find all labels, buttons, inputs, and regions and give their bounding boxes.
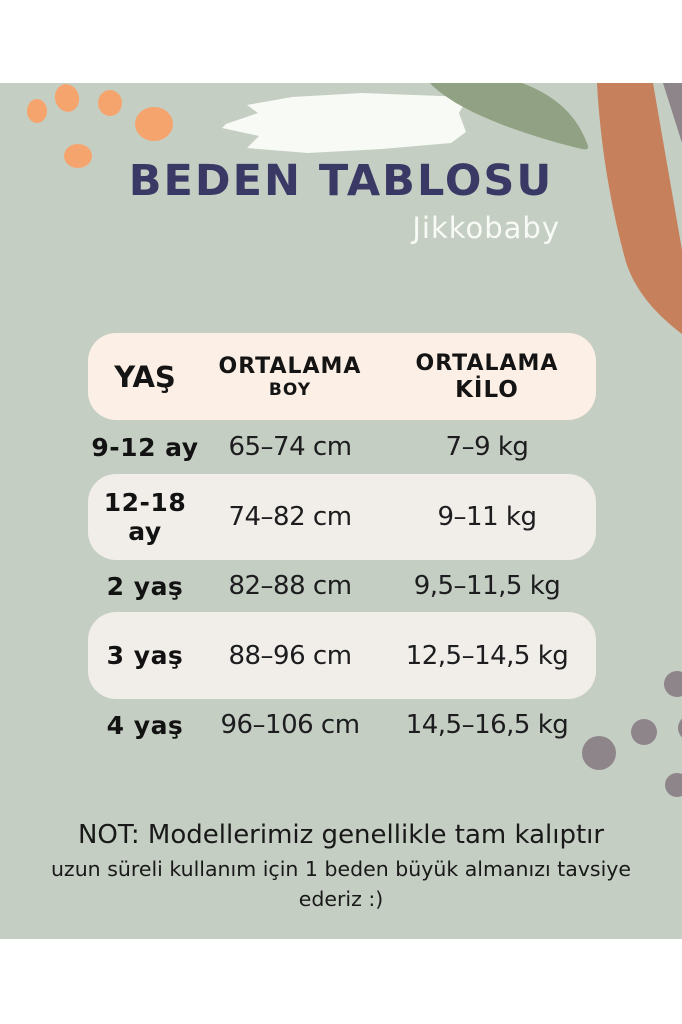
weight-cell: 12,5–14,5 kg <box>405 640 569 671</box>
table-row: 2 yaş 82–88 cm 9,5–11,5 kg <box>88 560 596 612</box>
header-height-label: ORTALAMA <box>218 353 362 379</box>
header-age-label: YAŞ <box>114 359 176 394</box>
header-weight-label: ORTALAMA <box>415 350 559 376</box>
footnote-line3: ederiz :) <box>298 887 384 911</box>
header-weight-sublabel: KİLO <box>455 376 519 403</box>
table-row: 3 yaş 88–96 cm 12,5–14,5 kg <box>88 612 596 699</box>
header-height: ORTALAMA BOY <box>219 354 362 400</box>
age-cell: 9-12 ay <box>91 432 199 462</box>
table-header-row: YAŞ ORTALAMA BOY ORTALAMA KİLO <box>88 333 596 420</box>
table-row: 9-12 ay 65–74 cm 7–9 kg <box>88 420 596 474</box>
table-row: 4 yaş 96–106 cm 14,5–16,5 kg <box>88 699 596 751</box>
header-height-sublabel: BOY <box>268 379 312 400</box>
header-age: YAŞ <box>114 360 176 394</box>
height-cell: 65–74 cm <box>228 432 352 462</box>
size-table: YAŞ ORTALAMA BOY ORTALAMA KİLO 9-12 ay 6… <box>88 333 596 751</box>
weight-cell: 14,5–16,5 kg <box>405 710 569 740</box>
header-weight: ORTALAMA KİLO <box>416 351 559 403</box>
weight-cell: 7–9 kg <box>445 432 529 462</box>
footnote-line2: uzun süreli kullanım için 1 beden büyük … <box>50 857 632 881</box>
weight-cell: 9–11 kg <box>437 502 537 532</box>
brand-name: Jikkobaby <box>412 211 560 245</box>
table-row: 12-18 ay 74–82 cm 9–11 kg <box>88 474 596 560</box>
footnote-line1: NOT: Modellerimiz genellikle tam kalıptı… <box>77 820 605 850</box>
age-cell: 3 yaş <box>106 641 184 670</box>
height-cell: 74–82 cm <box>228 502 352 532</box>
age-cell: 2 yaş <box>106 571 184 601</box>
footnote: NOT: Modellerimiz genellikle tam kalıptı… <box>0 817 682 914</box>
age-cell: 12-18 ay <box>103 488 187 546</box>
weight-cell: 9,5–11,5 kg <box>413 571 561 601</box>
height-cell: 96–106 cm <box>220 710 360 740</box>
height-cell: 88–96 cm <box>228 640 352 671</box>
height-cell: 82–88 cm <box>228 571 352 601</box>
page-title: BEDEN TABLOSU <box>128 156 554 206</box>
age-cell: 4 yaş <box>106 710 184 740</box>
